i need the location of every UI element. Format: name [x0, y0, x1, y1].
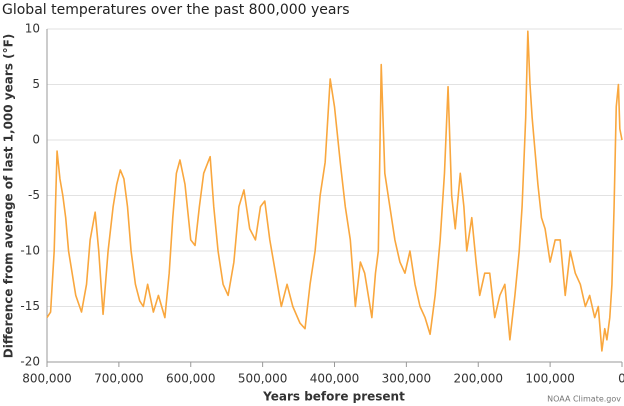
x-tick-label: 400,000	[310, 372, 360, 386]
x-tick-label: 0	[618, 372, 624, 386]
y-tick-label: -10	[20, 244, 40, 258]
y-tick-label: -20	[20, 355, 40, 369]
x-tick-label: 300,000	[382, 372, 432, 386]
x-tick-label: 600,000	[166, 372, 216, 386]
temperature-line	[46, 30, 623, 352]
y-axis-title: Difference from average of last 1,000 ye…	[2, 34, 16, 359]
credit: NOAA Climate.gov	[547, 395, 621, 404]
x-tick-label: 500,000	[238, 372, 288, 386]
y-tick-label: 5	[32, 77, 40, 91]
x-tick-label: 800,000	[22, 372, 72, 386]
x-tick-label: 100,000	[525, 372, 575, 386]
chart-title: Global temperatures over the past 800,00…	[2, 2, 350, 18]
y-tick-label: -15	[20, 299, 40, 313]
x-tick-label: 700,000	[94, 372, 144, 386]
x-axis-title: Years before present	[262, 390, 405, 404]
y-tick-label: -5	[28, 188, 40, 202]
y-tick-label: 0	[32, 133, 40, 147]
x-tick-label: 200,000	[453, 372, 503, 386]
y-tick-label: 10	[25, 22, 40, 36]
